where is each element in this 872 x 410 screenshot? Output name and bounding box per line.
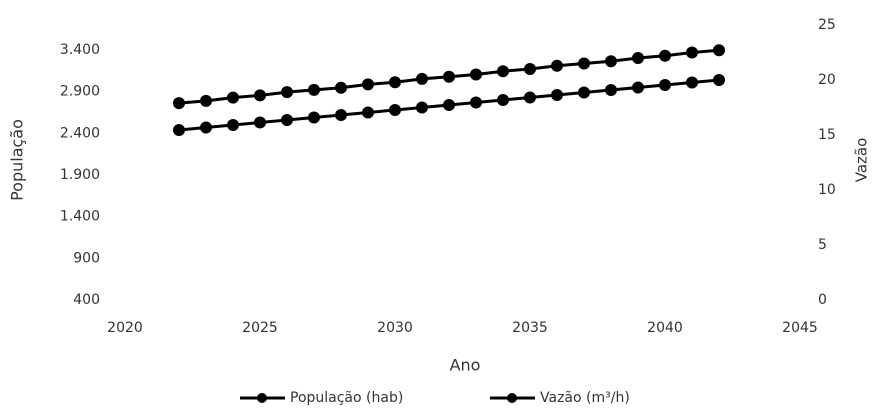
point-marker: [470, 96, 482, 109]
point-marker: [308, 111, 320, 124]
point-marker: [281, 86, 293, 99]
point-marker: [416, 72, 428, 85]
point-marker: [605, 84, 617, 96]
point-marker: [308, 83, 320, 96]
point-marker: [335, 81, 347, 94]
y-tick-label: 1.400: [60, 209, 100, 225]
point-marker: [497, 65, 509, 78]
y2-tick-label: 0: [818, 292, 827, 308]
legend-label: Vazão (m³/h): [540, 390, 630, 406]
point-marker: [524, 91, 536, 104]
point-marker: [497, 94, 509, 106]
y-tick-label: 1.900: [60, 167, 100, 183]
point-marker: [200, 94, 212, 107]
point-marker: [551, 89, 563, 101]
point-marker: [200, 121, 212, 134]
x-tick-label: 2025: [242, 320, 278, 336]
point-marker: [632, 81, 644, 94]
point-marker: [551, 59, 563, 72]
y-tick-label: 2.900: [60, 84, 100, 100]
point-marker: [173, 124, 185, 136]
point-marker: [578, 57, 590, 70]
y-axis-title: População: [8, 119, 27, 201]
y2-tick-label: 25: [818, 17, 836, 33]
y-tick-label: 2.400: [60, 125, 100, 141]
point-marker: [335, 109, 347, 121]
point-marker: [713, 44, 725, 57]
y-tick-label: 900: [73, 250, 100, 266]
point-marker: [659, 79, 671, 91]
y-tick-label: 3.400: [60, 42, 100, 58]
x-tick-label: 2030: [377, 320, 413, 336]
point-marker: [389, 76, 401, 89]
y2-tick-label: 20: [818, 72, 836, 88]
y2-tick-label: 10: [818, 182, 836, 198]
point-marker: [173, 97, 185, 110]
x-tick-label: 2045: [782, 320, 818, 336]
legend-marker: [257, 393, 267, 403]
point-marker: [686, 46, 698, 59]
x-tick-label: 2040: [647, 320, 683, 336]
point-marker: [362, 78, 374, 91]
legend-marker: [507, 393, 517, 403]
point-marker: [443, 70, 455, 83]
point-marker: [416, 101, 428, 114]
point-marker: [227, 119, 239, 131]
point-marker: [362, 106, 374, 119]
point-marker: [254, 89, 266, 102]
x-tick-label: 2035: [512, 320, 548, 336]
y2-tick-label: 15: [818, 127, 836, 143]
point-marker: [281, 114, 293, 126]
point-marker: [686, 76, 698, 89]
legend-label: População (hab): [290, 390, 403, 406]
y2-tick-label: 5: [818, 237, 827, 253]
point-marker: [389, 104, 401, 116]
point-marker: [524, 63, 536, 75]
x-tick-label: 2020: [107, 320, 143, 336]
point-marker: [632, 52, 644, 64]
y-tick-label: 400: [73, 292, 100, 308]
point-marker: [227, 91, 239, 104]
point-marker: [605, 55, 617, 68]
x-axis-title: Ano: [450, 356, 481, 375]
point-marker: [254, 116, 266, 129]
point-marker: [578, 86, 590, 99]
point-marker: [713, 74, 725, 86]
point-marker: [443, 99, 455, 111]
point-marker: [470, 68, 482, 81]
point-marker: [659, 49, 671, 62]
y2-axis-title: Vazão: [853, 138, 871, 183]
